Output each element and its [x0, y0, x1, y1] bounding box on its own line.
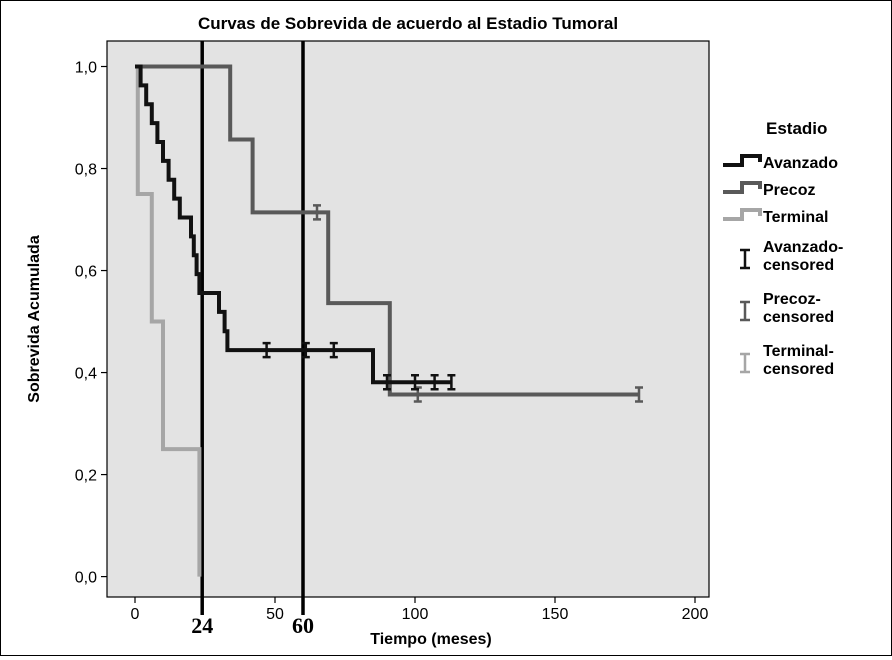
- legend-swatch-avanzado: [723, 154, 762, 167]
- x-tick-label: 50: [266, 606, 284, 623]
- legend-swatch-terminal: [723, 208, 762, 221]
- legend-censor-label-precoz-2: censored: [763, 309, 834, 326]
- legend-censor-label-terminal-2: censored: [763, 361, 834, 378]
- legend-label-terminal: Terminal: [763, 209, 829, 226]
- legend-swatch-precoz: [723, 181, 762, 194]
- legend: Estadio Avanzado Precoz Terminal Avanzado-c…: [723, 119, 843, 378]
- censor-mark-avanzado: [411, 374, 419, 391]
- x-tick-label: 150: [542, 606, 569, 623]
- x-tick-label: 100: [402, 606, 429, 623]
- y-tick-label: 0,8: [75, 162, 97, 179]
- legend-censor-label-terminal: Terminal-: [763, 343, 834, 360]
- reference-label-60: 60: [292, 613, 314, 638]
- legend-censor-label-avanzado: Avanzado-: [763, 239, 843, 256]
- curve-avanzado: [135, 64, 452, 385]
- x-tick-label: 0: [131, 606, 140, 623]
- legend-censor-swatch-terminal: [740, 352, 750, 374]
- y-tick-label: 0,0: [75, 570, 97, 587]
- legend-label-avanzado: Avanzado: [763, 155, 838, 172]
- legend-label-precoz: Precoz: [763, 182, 815, 199]
- reference-lines: 24 60: [191, 41, 314, 638]
- censor-mark-avanzado: [329, 341, 338, 359]
- y-axis-ticks: 0,0 0,2 0,4 0,6 0,8 1,0: [75, 60, 107, 587]
- plot-area: [106, 40, 710, 598]
- y-axis-label: Sobrevida Acumulada: [26, 235, 43, 403]
- curve-terminal: [135, 64, 202, 577]
- censor-mark-avanzado: [430, 374, 439, 391]
- legend-title: Estadio: [766, 119, 827, 138]
- survival-curves: [135, 64, 643, 577]
- reference-label-24: 24: [191, 613, 213, 638]
- legend-censor-label-precoz: Precoz-: [763, 291, 821, 308]
- y-tick-label: 0,2: [75, 468, 97, 485]
- censor-mark-avanzado: [383, 374, 391, 391]
- legend-censor-swatch-avanzado: [740, 248, 750, 270]
- y-tick-label: 0,6: [75, 264, 97, 281]
- legend-censor-label-avanzado-2: censored: [763, 257, 834, 274]
- chart-title: Curvas de Sobrevida de acuerdo al Estadi…: [198, 14, 618, 33]
- censor-mark-precoz: [313, 204, 321, 221]
- x-axis-label: Tiempo (meses): [370, 631, 492, 648]
- x-axis-ticks: 0 50 100 150 200: [131, 597, 709, 623]
- x-tick-label: 200: [682, 606, 709, 623]
- censor-mark-avanzado: [262, 341, 271, 359]
- y-tick-label: 1,0: [75, 60, 97, 77]
- curve-precoz: [135, 64, 639, 397]
- censor-mark-avanzado: [447, 374, 456, 391]
- censor-mark-precoz: [635, 386, 643, 403]
- y-tick-label: 0,4: [75, 366, 97, 383]
- legend-censor-swatch-precoz: [740, 300, 750, 322]
- censor-mark-avanzado: [301, 341, 310, 359]
